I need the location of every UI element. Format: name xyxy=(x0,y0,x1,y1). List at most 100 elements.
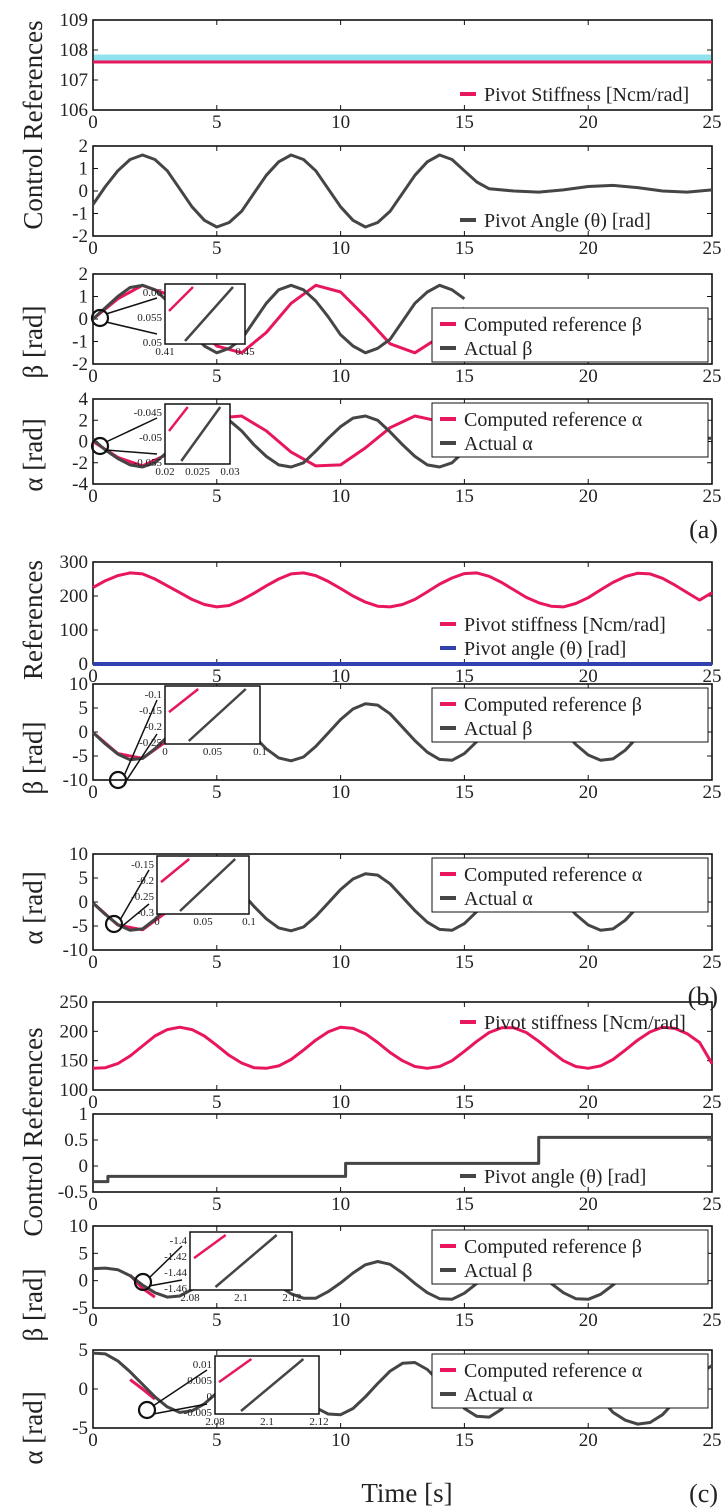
inset-reference-line xyxy=(168,406,189,432)
legend-label: Actual α xyxy=(464,1384,533,1406)
group-b-ref-label: References xyxy=(18,560,48,680)
x-tick-label: 0 xyxy=(88,238,98,259)
x-tick-label: 10 xyxy=(331,1092,350,1113)
y-tick-label: 10 xyxy=(69,1216,88,1237)
y-tick-label: -5 xyxy=(72,916,88,937)
x-tick-label: 25 xyxy=(703,666,722,687)
y-tick-label: 1 xyxy=(79,287,89,308)
series-line-0 xyxy=(92,571,713,609)
y-tick-label: 2 xyxy=(79,410,89,431)
x-tick-label: 5 xyxy=(212,1310,222,1331)
series-line-0 xyxy=(129,1378,156,1401)
zoom-arrow xyxy=(105,297,158,315)
x-tick-label: 5 xyxy=(212,782,222,803)
inset-frame xyxy=(164,403,231,465)
x-tick-label: 0 xyxy=(88,952,98,973)
y-tick-label: -1 xyxy=(72,332,88,353)
x-axis-label: Time [s] xyxy=(361,1478,452,1508)
y-tick-label: 200 xyxy=(60,586,89,607)
x-tick-label: 5 xyxy=(212,1430,222,1451)
x-tick-label: 0 xyxy=(88,112,98,133)
group-a-beta-label: β [rad] xyxy=(18,306,48,379)
inset-x-tick-label: 0.05 xyxy=(193,916,213,928)
plot-frame xyxy=(92,1001,713,1091)
y-tick-label: -10 xyxy=(63,940,88,961)
y-tick-label: -4 xyxy=(72,474,88,495)
zoom-arrow xyxy=(105,321,158,335)
plot-frame xyxy=(92,19,713,111)
inset-actual-line xyxy=(179,858,237,912)
inset-y-tick-label: 0.01 xyxy=(193,1359,212,1371)
legend-label: Computed reference β xyxy=(464,1236,642,1258)
x-tick-label: 10 xyxy=(331,238,350,259)
inset-reference-line xyxy=(193,1233,227,1260)
zoom-arrow xyxy=(123,733,158,785)
y-tick-label: 0 xyxy=(79,181,89,202)
plot-frame xyxy=(92,1113,713,1193)
y-tick-label: -10 xyxy=(63,770,88,791)
x-tick-label: 25 xyxy=(703,1430,722,1451)
x-tick-label: 20 xyxy=(579,1092,598,1113)
inset-y-tick-label: -0.3 xyxy=(137,907,155,919)
inset-x-tick-label: 2.08 xyxy=(205,1416,225,1428)
inset-y-tick-label: 0 xyxy=(207,1391,213,1403)
x-tick-label: 10 xyxy=(331,782,350,803)
plot-frame xyxy=(92,145,713,237)
legend-box xyxy=(431,1353,709,1409)
x-tick-label: 5 xyxy=(212,1194,222,1215)
x-tick-label: 0 xyxy=(88,1092,98,1113)
zoom-circle xyxy=(90,436,110,456)
x-tick-label: 20 xyxy=(579,112,598,133)
x-tick-label: 5 xyxy=(212,366,222,387)
y-tick-label: 106 xyxy=(60,100,89,121)
x-tick-label: 5 xyxy=(212,952,222,973)
y-tick-label: 0 xyxy=(79,1156,89,1177)
x-tick-label: 10 xyxy=(331,1194,350,1215)
y-tick-label: 0 xyxy=(79,654,89,675)
x-tick-label: 15 xyxy=(455,366,474,387)
x-tick-label: 10 xyxy=(331,666,350,687)
y-tick-label: 2 xyxy=(79,264,89,285)
series-line-0 xyxy=(93,1135,712,1184)
group-c-ref-label: Control References xyxy=(18,1027,48,1236)
x-tick-label: 15 xyxy=(455,1310,474,1331)
y-tick-label: -2 xyxy=(72,453,88,474)
legend-label: Actual α xyxy=(464,433,533,455)
inset-x-tick-label: 2.12 xyxy=(309,1416,328,1428)
x-tick-label: 5 xyxy=(212,486,222,507)
y-axis-label-a-beta: β [rad] xyxy=(18,306,48,379)
zoom-arrow xyxy=(119,869,150,921)
group-a-alpha-label: α [rad] xyxy=(18,418,48,491)
y-tick-label: 200 xyxy=(60,1021,89,1042)
y-tick-label: -0.5 xyxy=(58,1182,88,1203)
inset-actual-line xyxy=(214,1234,278,1288)
inset-actual-line xyxy=(187,688,247,742)
inset-reference-line xyxy=(168,688,200,714)
y-tick-label: 150 xyxy=(60,1051,89,1072)
zoom-arrow xyxy=(123,699,158,777)
zoom-arrow xyxy=(152,1369,208,1407)
subplot-tag-b: (b) xyxy=(688,982,718,1011)
x-tick-label: 20 xyxy=(579,1194,598,1215)
inset-y-tick-label: -0.1 xyxy=(145,689,162,701)
y-tick-label: 10 xyxy=(69,674,88,695)
legend-label: Pivot angle (θ) [rad] xyxy=(464,638,626,660)
x-tick-label: 25 xyxy=(703,112,722,133)
legend-label: Actual α xyxy=(464,888,533,910)
x-tick-label: 10 xyxy=(331,952,350,973)
y-tick-label: 107 xyxy=(60,70,89,91)
legend-label: Computed reference α xyxy=(464,1360,643,1382)
x-tick-label: 15 xyxy=(455,666,474,687)
legend-box xyxy=(431,687,709,743)
zoom-arrow xyxy=(148,1245,183,1279)
inset-x-tick-label: 0.03 xyxy=(220,466,240,478)
y-axis-label-a: Control References xyxy=(18,20,48,229)
x-tick-label: 5 xyxy=(212,1092,222,1113)
y-axis-label-b: References xyxy=(18,560,48,680)
x-tick-label: 15 xyxy=(455,486,474,507)
inset-y-tick-label: 0.055 xyxy=(137,312,162,324)
